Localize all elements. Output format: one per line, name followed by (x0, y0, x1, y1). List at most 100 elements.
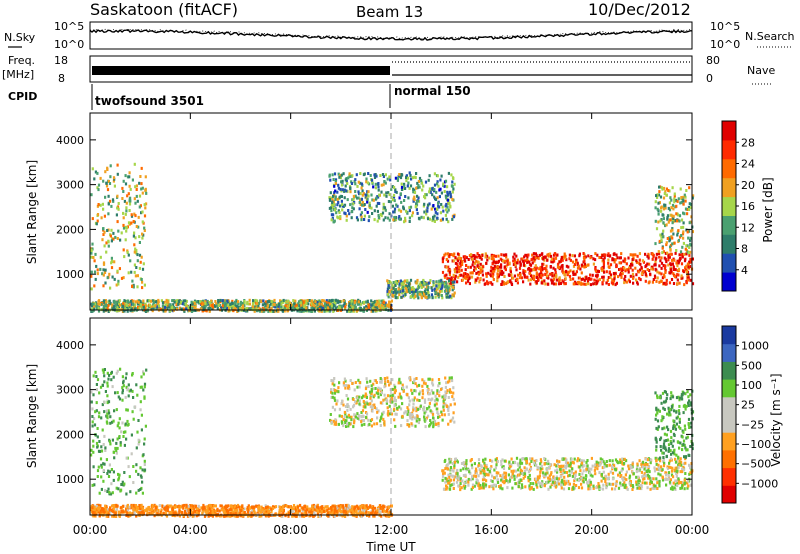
scatter-cell (96, 510, 99, 514)
scatter-cell (323, 506, 326, 510)
scatter-cell (408, 186, 411, 190)
scatter-cell (360, 182, 364, 186)
scatter-cell (416, 211, 419, 215)
scatter-cell (215, 302, 218, 306)
scatter-cell (667, 263, 670, 267)
scatter-cell (121, 398, 124, 402)
scatter-cell (400, 188, 404, 191)
scatter-cell (127, 514, 130, 518)
scatter-cell (126, 505, 129, 509)
scatter-cell (225, 301, 228, 305)
scatter-cell (669, 248, 672, 251)
scatter-cell (681, 197, 684, 201)
scatter-cell (101, 202, 104, 206)
scatter-cell (192, 305, 195, 309)
scatter-cell (103, 410, 106, 414)
scatter-cell (157, 304, 161, 308)
scatter-cell (676, 259, 679, 263)
scatter-cell (365, 177, 368, 181)
scatter-cell (686, 230, 689, 234)
scatter-cell (600, 268, 603, 272)
scatter-cell (600, 267, 604, 271)
scatter-cell (549, 265, 552, 268)
scatter-cell (107, 409, 110, 413)
scatter-cell (479, 262, 482, 266)
scatter-cell (535, 267, 538, 271)
scatter-cell (128, 171, 131, 175)
scatter-cell (445, 208, 448, 212)
scatter-cell (192, 511, 195, 515)
scatter-cell (379, 389, 383, 393)
scatter-cell (120, 510, 123, 514)
scatter-cell (620, 252, 623, 256)
scatter-cell (662, 186, 666, 190)
nsearch-label: N.Search (745, 30, 795, 43)
scatter-cell (475, 278, 478, 282)
scatter-cell (394, 218, 397, 222)
scatter-cell (185, 503, 188, 507)
scatter-cell (330, 218, 333, 222)
scatter-cell (329, 178, 332, 182)
scatter-cell (597, 279, 600, 283)
scatter-cell (412, 292, 415, 296)
scatter-cell (386, 304, 389, 307)
scatter-cell (456, 262, 459, 266)
scatter-cell (594, 274, 598, 278)
scatter-cell (464, 268, 467, 272)
scatter-cell (396, 296, 399, 300)
scatter-cell (401, 383, 404, 387)
scatter-cell (97, 302, 100, 306)
scatter-cell (233, 504, 236, 508)
scatter-cell (105, 414, 108, 418)
scatter-cell (208, 507, 211, 511)
scatter-cell (272, 505, 275, 509)
scatter-cell (577, 264, 580, 268)
scatter-cell (341, 421, 344, 425)
scatter-cell (459, 261, 462, 265)
scatter-cell (453, 280, 456, 284)
scatter-cell (139, 303, 142, 307)
scatter-cell (358, 505, 361, 509)
scatter-cell (161, 304, 164, 308)
scatter-cell (143, 459, 146, 463)
scatter-cell (347, 176, 350, 180)
scatter-cell (452, 215, 456, 219)
scatter-cell (394, 284, 397, 287)
scatter-cell (233, 300, 237, 304)
scatter-cell (144, 175, 147, 179)
scatter-cell (384, 208, 387, 212)
scatter-cell (440, 174, 443, 178)
scatter-cell (598, 278, 601, 281)
scatter-cell (479, 266, 482, 270)
scatter-cell (451, 176, 455, 180)
scatter-cell (154, 506, 158, 509)
scatter-cell (574, 260, 578, 264)
scatter-cell (665, 193, 668, 197)
scatter-cell (96, 475, 99, 478)
scatter-cell (545, 264, 548, 268)
scatter-cell (239, 509, 243, 513)
scatter-cell (446, 205, 449, 209)
scatter-cell (630, 262, 633, 266)
scatter-cell (373, 300, 376, 304)
scatter-cell (106, 229, 109, 232)
scatter-cell (676, 233, 679, 237)
scatter-cell (117, 207, 120, 211)
scatter-cell (376, 508, 379, 512)
scatter-cell (263, 510, 266, 514)
scatter-cell (596, 273, 599, 277)
scatter-cell (96, 506, 99, 510)
scatter-cell (623, 257, 626, 261)
scatter-cell (138, 511, 141, 515)
scatter-cell (141, 236, 144, 240)
scatter-cell (141, 186, 144, 190)
scatter-cell (359, 181, 362, 185)
scatter-cell (424, 180, 428, 184)
scatter-cell (568, 274, 572, 278)
scatter-cell (336, 197, 339, 201)
scatter-cell (375, 309, 378, 313)
scatter-cell (479, 271, 482, 275)
scatter-cell (394, 215, 397, 219)
scatter-cell (203, 307, 206, 311)
